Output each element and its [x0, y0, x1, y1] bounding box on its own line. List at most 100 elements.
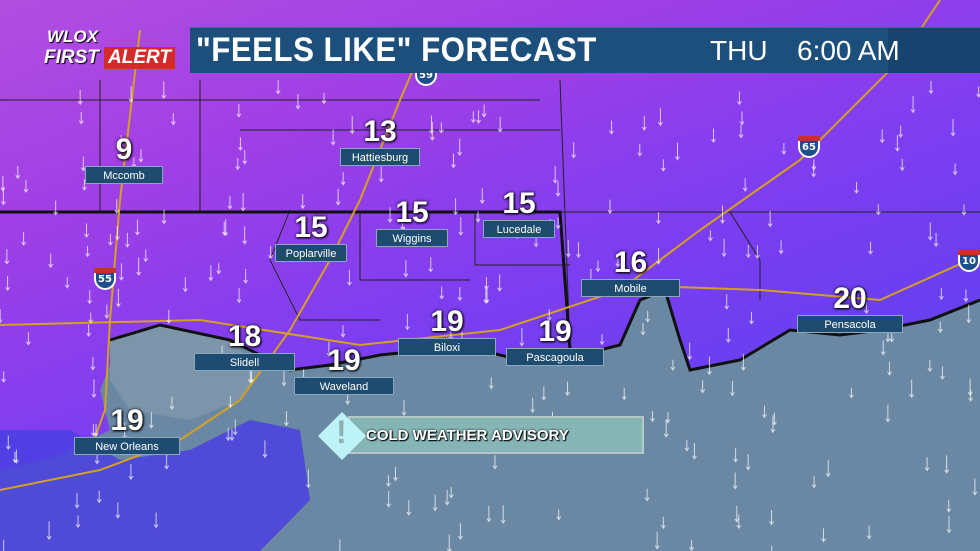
rain-arrow: [243, 268, 249, 284]
rain-arrow: [740, 353, 746, 371]
rain-arrow: [691, 442, 697, 460]
rain-arrow: [249, 371, 254, 384]
rain-arrow: [91, 379, 97, 399]
rain-arrow: [240, 193, 246, 212]
rain-arrow: [118, 263, 124, 281]
city-label: Waveland: [294, 377, 394, 395]
city-temp: 16: [613, 246, 648, 279]
city-pensacola: 20 Pensacola: [797, 283, 903, 333]
logo-alert: ALERT: [104, 47, 175, 69]
rain-arrow: [84, 223, 89, 238]
rain-arrow: [898, 125, 904, 139]
exclamation-icon: !: [336, 414, 347, 450]
rain-arrow: [340, 325, 346, 338]
rain-arrow: [967, 378, 973, 397]
rain-arrow: [910, 95, 916, 114]
rain-arrow: [166, 309, 172, 324]
rain-arrow: [963, 289, 969, 303]
rain-arrow: [227, 395, 233, 408]
rain-arrow: [749, 311, 754, 325]
rain-arrow: [80, 156, 86, 172]
rain-arrow: [404, 313, 410, 331]
rain-arrow: [488, 377, 494, 390]
rain-arrow: [300, 194, 306, 210]
rain-arrow: [689, 540, 695, 551]
rain-arrow: [486, 506, 492, 523]
rain-arrow: [555, 181, 561, 197]
rain-arrow: [432, 494, 438, 512]
rain-arrow: [108, 234, 113, 246]
rain-arrow: [446, 534, 452, 551]
forecast-day: THU: [710, 34, 768, 66]
city-temp: 19: [327, 344, 361, 377]
rain-arrow: [23, 179, 29, 193]
rain-arrow: [778, 240, 784, 255]
rain-arrow: [848, 387, 854, 399]
rain-arrow: [687, 342, 693, 361]
city-temp: 20: [833, 282, 867, 315]
rain-arrow: [887, 361, 892, 376]
city-label: Mobile: [581, 279, 680, 297]
rain-arrow: [650, 411, 655, 423]
rain-arrow: [238, 137, 243, 151]
rain-arrow: [546, 309, 552, 322]
rain-arrow: [950, 118, 956, 137]
city-label: Pensacola: [797, 315, 903, 333]
rain-arrow: [281, 371, 287, 387]
rain-arrow: [3, 539, 5, 551]
rain-arrow: [738, 125, 744, 139]
rain-arrow: [492, 455, 498, 470]
rain-arrow: [769, 509, 774, 526]
city-poplarville: 15 Poplarville: [275, 212, 347, 262]
rain-arrow: [1, 371, 7, 383]
rain-arrow: [868, 241, 873, 255]
rain-arrow: [952, 163, 958, 176]
rain-arrow: [497, 274, 503, 292]
rain-arrow: [707, 356, 712, 376]
rain-arrow: [5, 275, 11, 292]
rain-arrow: [767, 211, 773, 228]
city-wiggins: 15 Wiggins: [376, 197, 448, 247]
rain-arrow: [654, 531, 660, 550]
rain-arrow: [208, 264, 214, 282]
city-temp: 15: [502, 187, 536, 220]
rain-arrow: [637, 143, 643, 157]
rain-arrow: [229, 429, 235, 442]
rain-arrow: [326, 341, 332, 357]
rain-arrow: [924, 457, 930, 472]
rain-arrow: [85, 245, 90, 258]
rain-arrow: [386, 475, 391, 487]
coastline: [109, 287, 980, 372]
rain-arrow: [295, 93, 301, 110]
rain-arrow: [737, 91, 742, 106]
rain-arrow: [720, 205, 725, 224]
rain-arrow: [242, 226, 248, 245]
rain-arrow: [762, 405, 767, 419]
rain-arrow: [46, 521, 52, 541]
cold-weather-advisory-legend: COLD WEATHER ADVISORY: [348, 416, 644, 454]
rain-arrow: [745, 454, 751, 471]
interstate-65-shield: 65: [798, 136, 820, 158]
rain-arrow: [88, 312, 94, 324]
city-hattiesburg: 13 Hattiesburg: [340, 116, 420, 166]
rain-arrow: [684, 439, 690, 452]
rain-arrow: [645, 310, 651, 323]
rain-arrow: [406, 500, 412, 516]
rain-arrow: [86, 324, 92, 338]
rain-arrow: [0, 175, 6, 192]
rain-arrow: [75, 515, 81, 529]
rain-arrow: [104, 304, 110, 319]
city-label: Pascagoula: [506, 348, 604, 366]
header-bar: "FEELS LIKE" FORECAST THU 6:00 AM: [190, 27, 980, 73]
rain-arrow: [707, 230, 713, 242]
rain-arrow: [866, 525, 872, 540]
city-label: New Orleans: [74, 437, 180, 455]
rain-arrow: [143, 249, 149, 263]
rain-arrow: [607, 199, 613, 215]
rain-arrow: [739, 111, 745, 126]
rain-arrow: [429, 122, 435, 141]
rain-arrow: [170, 113, 176, 126]
rain-arrow: [825, 459, 831, 478]
rain-arrow: [928, 80, 934, 95]
city-biloxi: 19 Biloxi: [398, 306, 496, 356]
